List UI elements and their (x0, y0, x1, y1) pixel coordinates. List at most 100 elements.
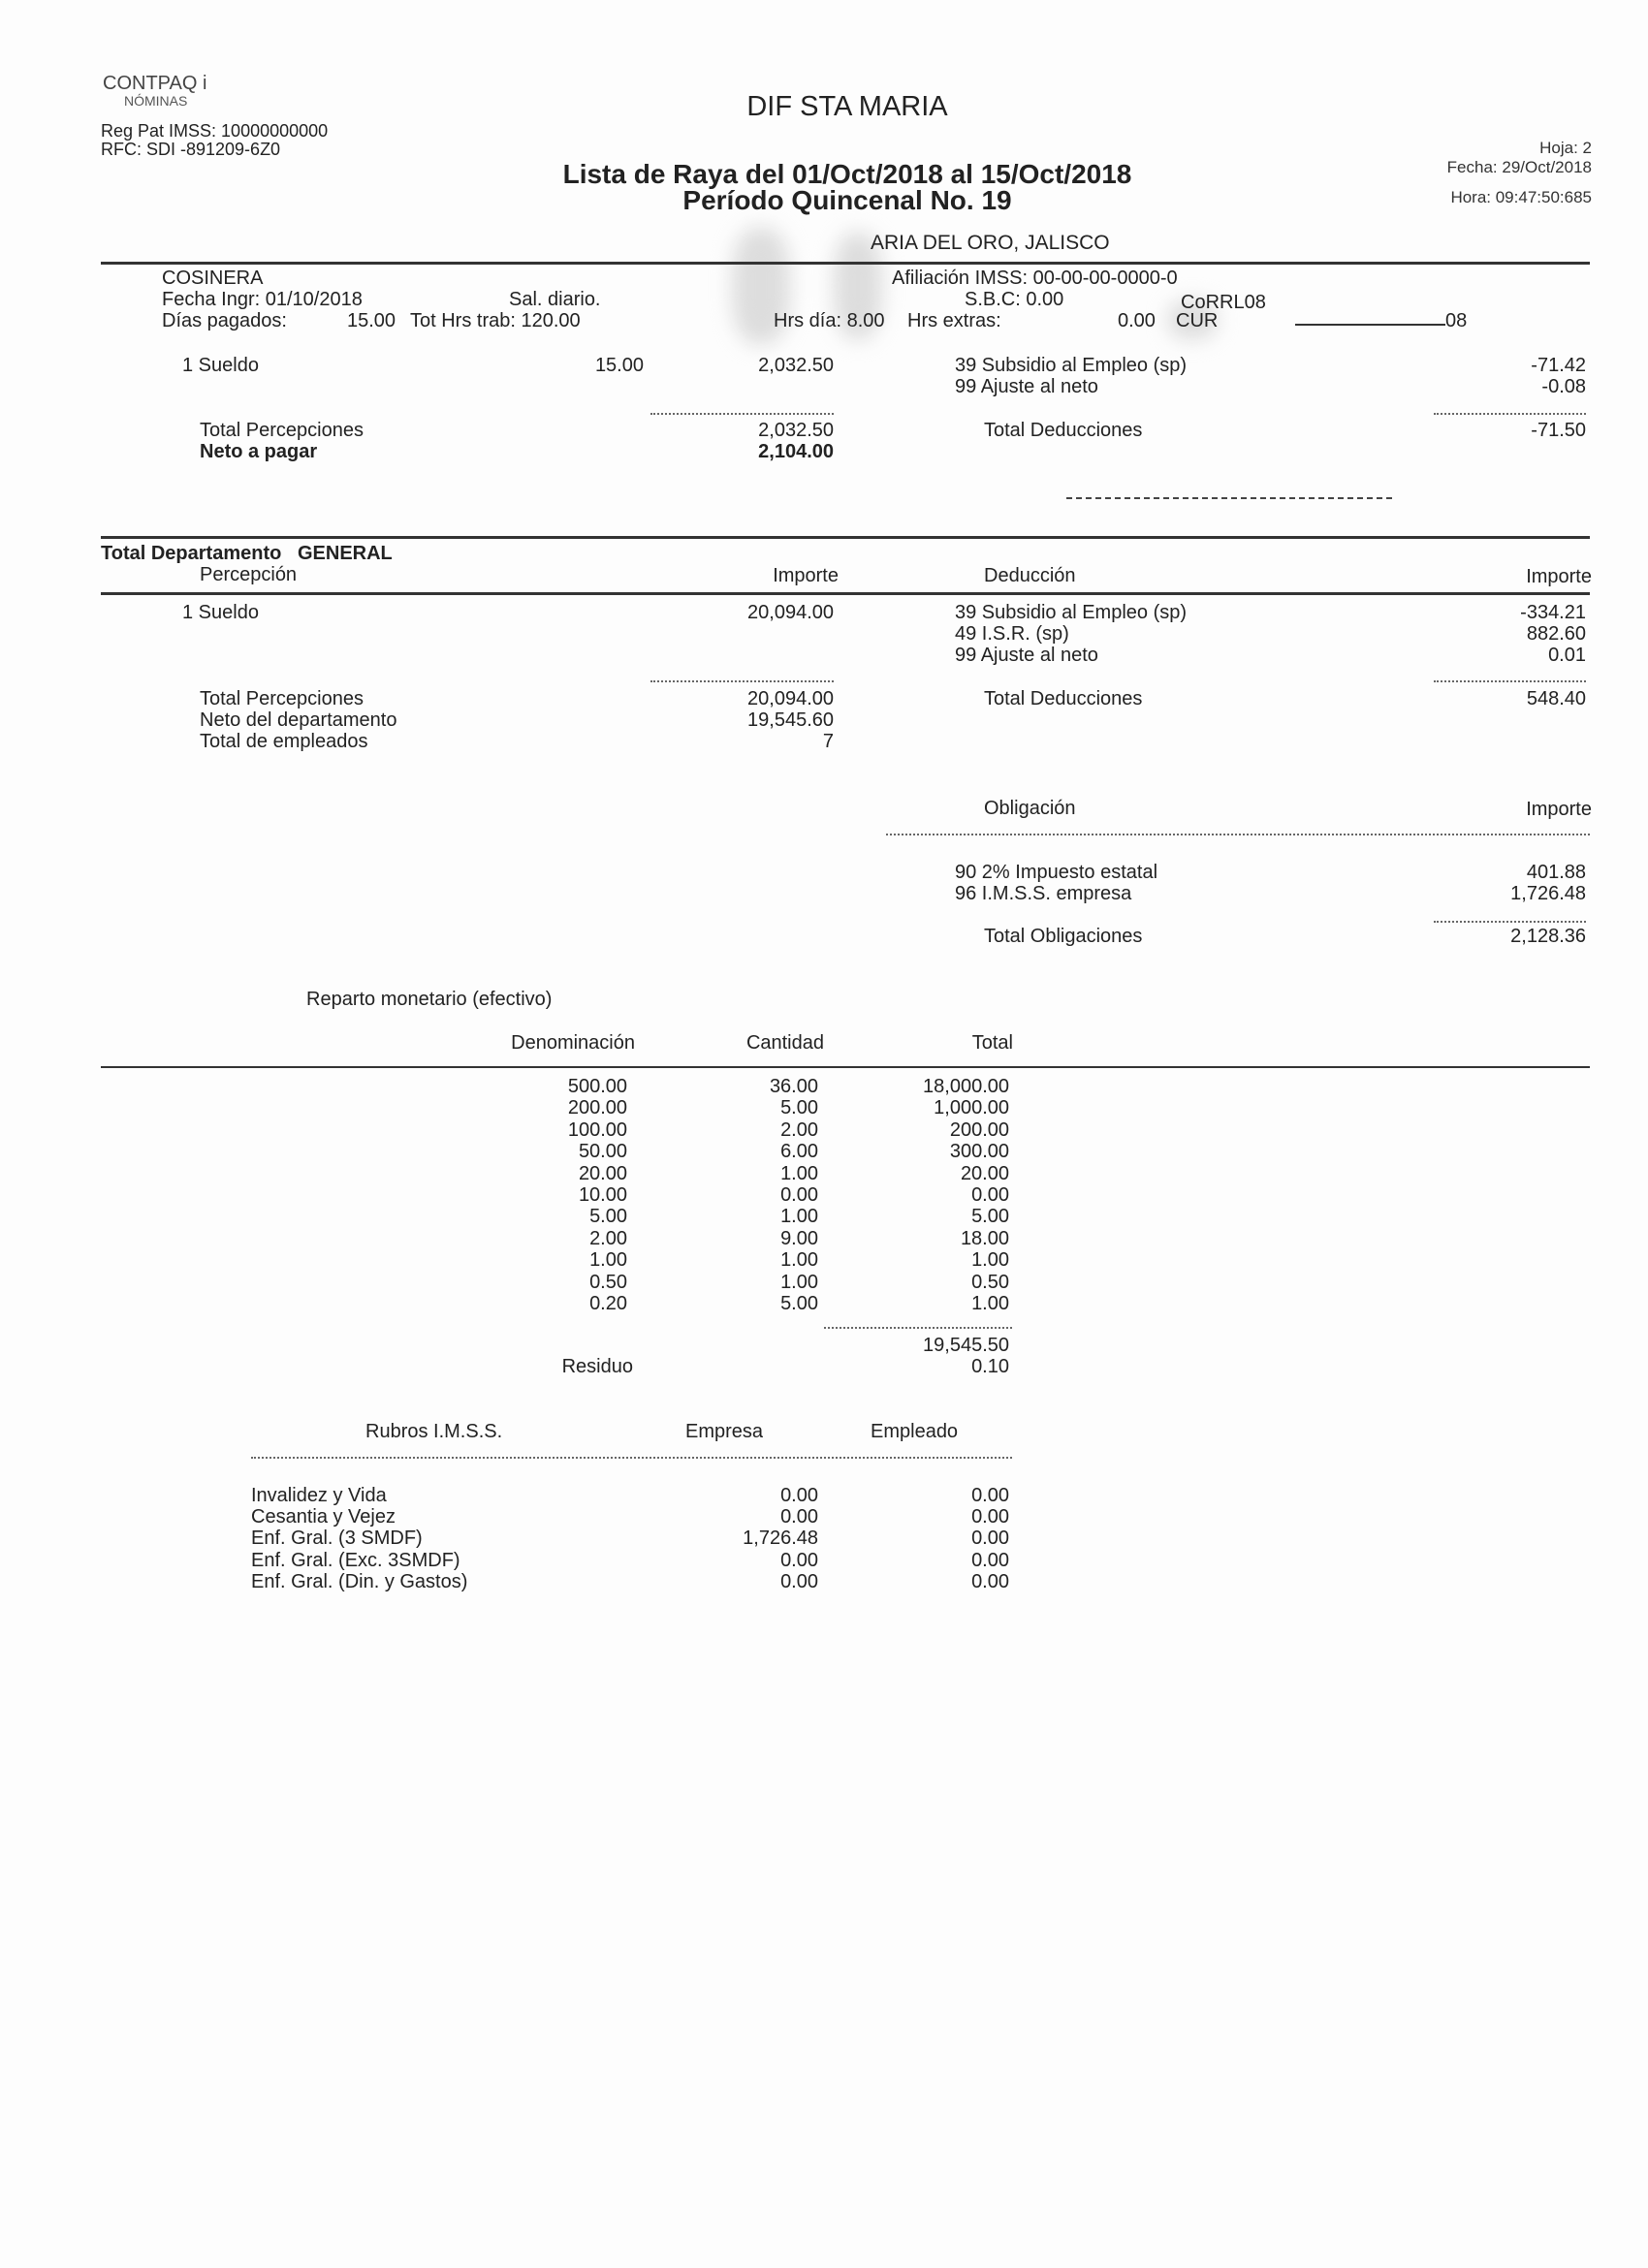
total-perceptions: 2,032.50 (758, 420, 834, 441)
imss-item: Invalidez y Vida (251, 1485, 387, 1506)
cash-distribution-title: Reparto monetario (efectivo) (306, 989, 553, 1010)
col-amount: Importe (1526, 566, 1592, 587)
divider (101, 536, 1590, 539)
net-pay: 2,104.00 (758, 441, 834, 462)
denomination: 20.00 (578, 1162, 627, 1184)
sum-line (824, 1327, 1012, 1329)
print-time: Hora: 09:47:50:685 (1450, 188, 1592, 206)
days-paid: 15.00 (347, 310, 396, 331)
total-deductions: -71.50 (1531, 420, 1586, 441)
imss-employee-amount: 0.00 (971, 1485, 1009, 1506)
divider (251, 1457, 1012, 1459)
deduction-concept: 99 Ajuste al neto (955, 376, 1098, 397)
total-deductions-label: Total Deducciones (984, 420, 1143, 441)
sum-line (650, 413, 834, 415)
total-obligations-label: Total Obligaciones (984, 926, 1143, 947)
imss-employer-amount: 0.00 (780, 1485, 818, 1506)
extra-hours: 0.00 (1118, 310, 1156, 331)
denomination-quantity: 1.00 (780, 1162, 818, 1184)
denomination-quantity: 2.00 (780, 1118, 818, 1141)
denomination-total: 18.00 (960, 1227, 1009, 1249)
imss-employee-amount: 0.00 (971, 1570, 1009, 1592)
deduction-amount: -0.08 (1541, 376, 1586, 397)
employee-curp-fragment: CoRRL08 (1181, 292, 1266, 313)
sum-line (1434, 680, 1586, 682)
print-date: Fecha: 29/Oct/2018 (1446, 158, 1592, 176)
residue: 0.10 (971, 1356, 1009, 1377)
denomination: 500.00 (567, 1076, 627, 1097)
signature-line (1066, 497, 1392, 499)
denomination: 50.00 (578, 1141, 627, 1163)
denomination-quantity: 1.00 (780, 1249, 818, 1272)
imss-item: Cesantia y Vejez (251, 1506, 396, 1528)
denomination-quantity: 9.00 (780, 1227, 818, 1249)
col-obligation: Obligación (984, 798, 1076, 819)
denomination-total: 300.00 (949, 1141, 1009, 1163)
curp-label: CUR (1176, 310, 1219, 331)
denomination-quantity: 1.00 (780, 1271, 818, 1293)
denomination: 200.00 (567, 1097, 627, 1119)
denomination: 10.00 (578, 1184, 627, 1206)
employee-hire-date: Fecha Ingr: 01/10/2018 (162, 289, 363, 310)
sum-line (650, 680, 834, 682)
dept-deduction-amount: -334.21 (1520, 602, 1586, 623)
denomination-total: 20.00 (960, 1162, 1009, 1184)
sum-line (1434, 921, 1586, 923)
rfc: RFC: SDI -891209-6Z0 (101, 140, 281, 159)
col-amount: Importe (1526, 799, 1592, 820)
col-employee: Empleado (871, 1421, 959, 1442)
dept-net-label: Neto del departamento (200, 709, 397, 731)
dept-net: 19,545.60 (747, 709, 834, 731)
perception-concept: 1 Sueldo (182, 355, 259, 376)
cash-total: 19,545.50 (923, 1335, 1009, 1356)
reg-pat-imss: Reg Pat IMSS: 10000000000 (101, 121, 329, 141)
obligation-concept: 96 I.M.S.S. empresa (955, 883, 1132, 904)
denomination-quantity: 36.00 (769, 1076, 818, 1097)
dept-deduction-amount: 882.60 (1526, 623, 1586, 645)
total-hours: Tot Hrs trab: 120.00 (410, 310, 581, 331)
dept-perception-concept: 1 Sueldo (182, 602, 259, 623)
denomination-total: 18,000.00 (923, 1076, 1009, 1097)
obligation-concept: 90 2% Impuesto estatal (955, 862, 1158, 883)
col-deduction: Deducción (984, 565, 1076, 586)
imss-employer-amount: 0.00 (780, 1570, 818, 1592)
redaction-blur (732, 228, 790, 344)
imss-employee-amount: 0.00 (971, 1528, 1009, 1550)
employee-count: 7 (822, 731, 834, 752)
imss-employer-amount: 0.00 (780, 1506, 818, 1528)
company-name: DIF STA MARIA (746, 91, 948, 122)
employee-position: COSINERA (162, 268, 264, 289)
perception-quantity: 15.00 (594, 355, 644, 376)
col-employer: Empresa (685, 1421, 764, 1442)
department-title: Total Departamento GENERAL (101, 543, 393, 564)
total-perceptions-label: Total Percepciones (200, 420, 364, 441)
denomination-total: 200.00 (949, 1118, 1009, 1141)
col-total: Total (971, 1032, 1013, 1054)
denomination-quantity: 5.00 (780, 1293, 818, 1314)
report-title: Lista de Raya del 01/Oct/2018 al 15/Oct/… (562, 159, 1132, 189)
software-module: NÓMINAS (124, 93, 188, 109)
total-obligations: 2,128.36 (1510, 926, 1586, 947)
divider (101, 262, 1590, 265)
col-amount: Importe (773, 565, 839, 586)
denomination-quantity: 1.00 (780, 1206, 818, 1228)
employee-imss-affiliation: Afiliación IMSS: 00-00-00-0000-0 (892, 268, 1178, 289)
denomination-total: 5.00 (971, 1206, 1009, 1228)
denomination-quantity: 0.00 (780, 1184, 818, 1206)
dept-total-deductions-label: Total Deducciones (984, 688, 1143, 709)
imss-item: Enf. Gral. (3 SMDF) (251, 1528, 423, 1550)
redaction-blur (834, 233, 882, 339)
divider (101, 1066, 1590, 1068)
employee-sbc: S.B.C: 0.00 (965, 289, 1064, 310)
dept-total-perceptions: 20,094.00 (747, 688, 834, 709)
denomination-total: 1,000.00 (934, 1097, 1009, 1119)
residue-label: Residuo (561, 1356, 633, 1377)
imss-employer-amount: 1,726.48 (743, 1528, 818, 1550)
deduction-amount: -71.42 (1531, 355, 1586, 376)
redaction-line (1295, 324, 1445, 326)
col-denomination: Denominación (511, 1032, 635, 1054)
dept-total-perceptions-label: Total Percepciones (200, 688, 364, 709)
denomination: 0.50 (589, 1271, 627, 1293)
divider (101, 592, 1590, 595)
